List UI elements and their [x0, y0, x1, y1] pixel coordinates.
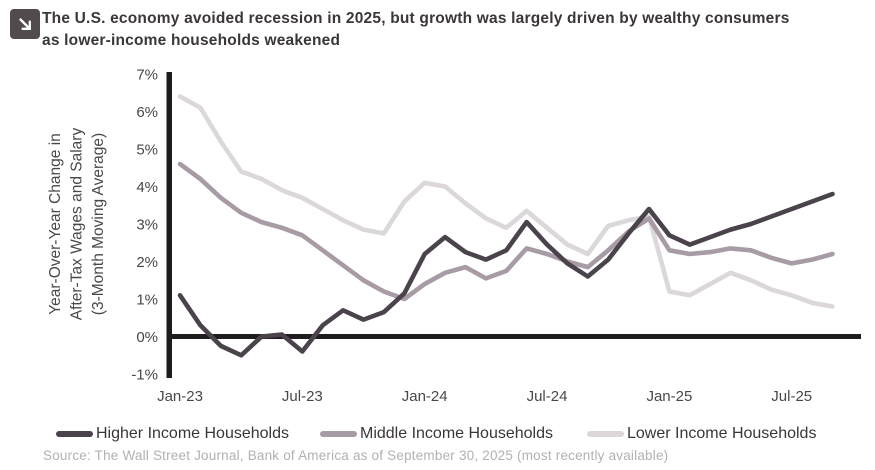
- y-axis-title-line2: After-Tax Wages and Salary: [69, 128, 86, 321]
- y-tick-label-5%: 5%: [136, 142, 158, 159]
- legend-swatch-higher-income: [56, 431, 93, 437]
- chart-title: The U.S. economy avoided recession in 20…: [42, 8, 790, 52]
- y-tick-label-0%: 0%: [136, 329, 158, 346]
- y-axis-line: [166, 72, 172, 378]
- y-tick-label-3%: 3%: [136, 217, 158, 234]
- legend-item-higher-income: Higher Income Households: [56, 425, 289, 443]
- y-tick-label-7%: 7%: [136, 67, 158, 84]
- chart-title-line1: The U.S. economy avoided recession in 20…: [42, 10, 790, 27]
- legend-label-higher-income: Higher Income Households: [96, 425, 289, 442]
- y-tick-label-4%: 4%: [136, 179, 158, 196]
- x-tick-label-Jul-23: Jul-23: [282, 388, 323, 405]
- x-tick-label-Jul-24: Jul-24: [527, 388, 568, 405]
- source-note: Source: The Wall Street Journal, Bank of…: [43, 448, 669, 463]
- x-tick-label-Jan-24: Jan-24: [402, 388, 448, 405]
- legend-swatch-middle-income: [320, 431, 357, 437]
- zero-baseline: [166, 334, 861, 339]
- y-axis-title-line3: (3-Month Moving Average): [90, 133, 107, 315]
- x-tick-label-Jul-25: Jul-25: [771, 388, 812, 405]
- series-line-middle: [177, 161, 835, 302]
- legend-label-middle-income: Middle Income Households: [360, 425, 553, 442]
- y-tick-label--1%: -1%: [131, 367, 158, 384]
- arrow-down-right-icon: [10, 9, 40, 39]
- x-tick-label-Jan-23: Jan-23: [157, 388, 203, 405]
- legend-item-middle-income: Middle Income Households: [320, 425, 553, 443]
- legend-swatch-lower-income: [587, 431, 624, 437]
- x-tick-label-Jan-25: Jan-25: [646, 388, 692, 405]
- y-tick-label-2%: 2%: [136, 254, 158, 271]
- legend-item-lower-income: Lower Income Households: [587, 425, 816, 443]
- legend-label-lower-income: Lower Income Households: [627, 425, 817, 442]
- arrow-down-right-glyph: [18, 17, 31, 30]
- y-tick-label-1%: 1%: [136, 292, 158, 309]
- y-tick-label-6%: 6%: [136, 104, 158, 121]
- chart-title-line2: as lower-income households weakened: [42, 32, 341, 49]
- series-line-lower: [177, 94, 835, 309]
- y-axis-title-line1: Year-Over-Year Change in: [47, 133, 64, 315]
- series-line-higher: [177, 191, 835, 358]
